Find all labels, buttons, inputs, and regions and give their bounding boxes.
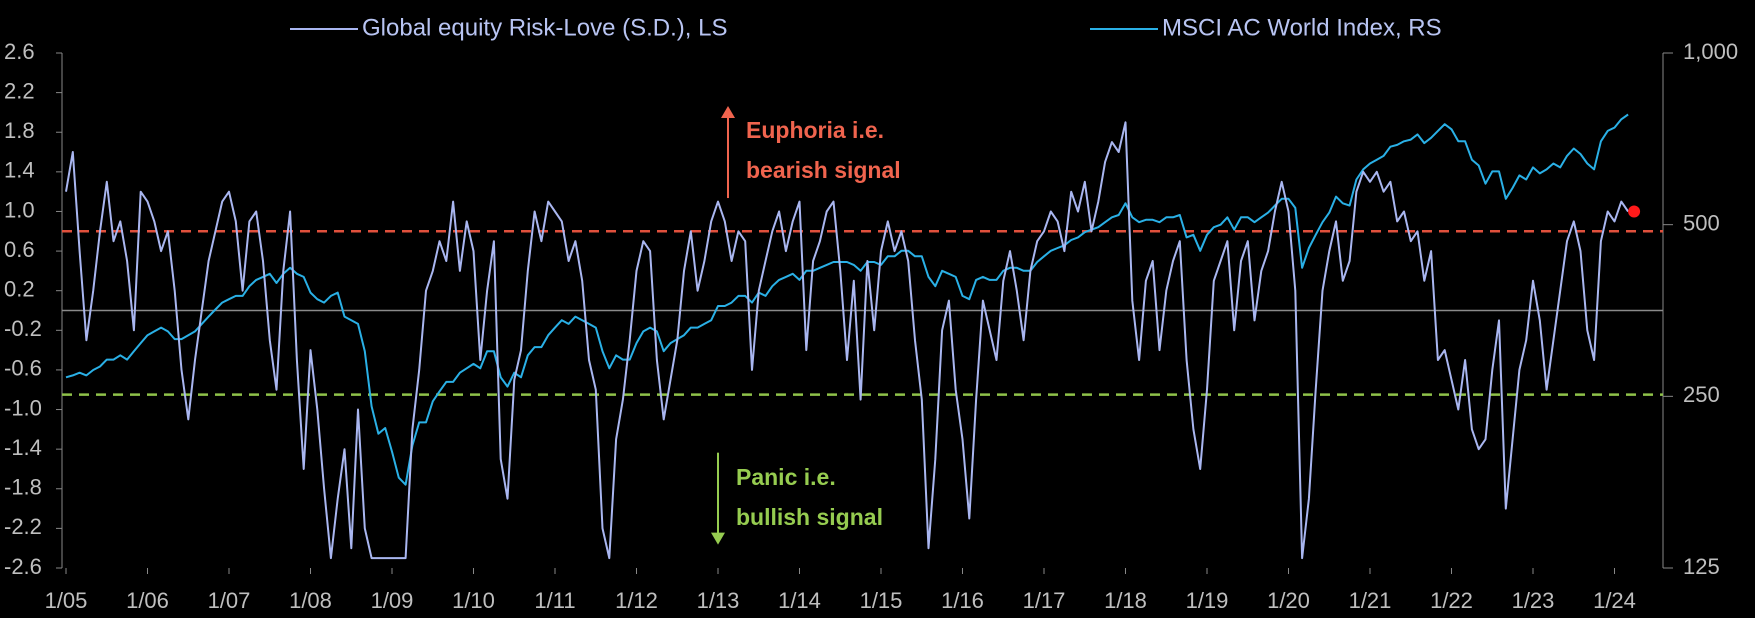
x-tick-label: 1/10 [452, 588, 495, 613]
y-tick-label: 1.8 [4, 118, 35, 143]
x-tick-label: 1/11 [534, 588, 575, 613]
y-tick-label: -1.0 [4, 395, 42, 420]
y-tick-label: -1.4 [4, 435, 42, 460]
x-tick-label: 1/12 [615, 588, 658, 613]
x-tick-label: 1/21 [1349, 588, 1392, 613]
last-point [1628, 205, 1641, 218]
x-tick-label: 1/07 [208, 588, 251, 613]
x-tick-label: 1/15 [860, 588, 903, 613]
x-tick-label: 1/14 [778, 588, 821, 613]
annotation-text: Euphoria i.e. [746, 117, 884, 143]
y-tick-label: 0.6 [4, 237, 35, 262]
x-tick-label: 1/19 [1186, 588, 1229, 613]
y2-tick-label: 1,000 [1683, 39, 1738, 64]
x-tick-label: 1/09 [371, 588, 414, 613]
annotation-text: Panic i.e. [736, 464, 836, 490]
y-tick-label: 0.2 [4, 277, 35, 302]
y-tick-label: -2.2 [4, 514, 42, 539]
annotation-arrowhead [721, 106, 735, 119]
x-tick-label: 1/08 [289, 588, 332, 613]
x-tick-label: 1/22 [1430, 588, 1473, 613]
x-tick-label: 1/16 [941, 588, 984, 613]
y-tick-label: 1.4 [4, 158, 35, 183]
y-tick-label: 1.0 [4, 197, 35, 222]
y-tick-label: 2.6 [4, 39, 35, 64]
y-tick-label: -0.2 [4, 316, 42, 341]
legend-label: MSCI AC World Index, RS [1162, 14, 1442, 41]
x-tick-label: 1/06 [126, 588, 169, 613]
x-tick-label: 1/24 [1593, 588, 1636, 613]
x-tick-label: 1/17 [1023, 588, 1066, 613]
y-tick-label: 2.2 [4, 78, 35, 103]
y-tick-label: -0.6 [4, 356, 42, 381]
y-tick-label: -1.8 [4, 475, 42, 500]
annotation-text: bullish signal [736, 504, 883, 530]
y2-tick-label: 500 [1683, 210, 1720, 235]
annotation-text: bearish signal [746, 157, 901, 183]
x-tick-label: 1/23 [1512, 588, 1555, 613]
series-line [65, 121, 1629, 560]
legend-label: Global equity Risk-Love (S.D.), LS [362, 14, 727, 41]
x-tick-label: 1/20 [1267, 588, 1310, 613]
x-tick-label: 1/18 [1104, 588, 1147, 613]
y2-tick-label: 125 [1683, 554, 1720, 579]
y-tick-label: -2.6 [4, 554, 42, 579]
annotation-arrowhead [711, 532, 725, 545]
y2-tick-label: 250 [1683, 382, 1720, 407]
x-tick-label: 1/05 [45, 588, 88, 613]
x-tick-label: 1/13 [697, 588, 740, 613]
series-line [65, 113, 1629, 486]
